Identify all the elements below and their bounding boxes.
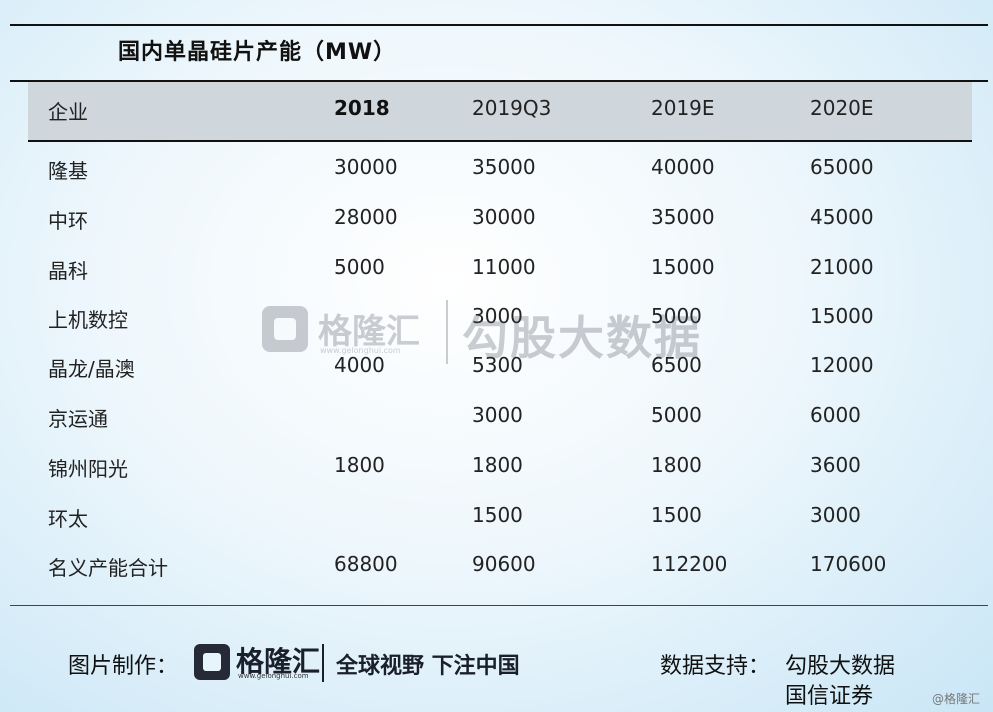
watermark-text: 勾股大数据 — [462, 311, 702, 365]
header-2018: 2018 — [334, 96, 390, 120]
table-row-label: 环太 — [48, 507, 88, 531]
table-cell: 35000 — [472, 155, 536, 179]
table-row-label: 中环 — [48, 209, 88, 233]
table-cell: 170600 — [810, 552, 887, 576]
table-cell: 1800 — [472, 453, 523, 477]
watermark: 格隆汇 www.gelonghui.com 勾股大数据 — [262, 296, 742, 368]
header-2019q3: 2019Q3 — [472, 96, 552, 120]
table-cell: 11000 — [472, 255, 536, 279]
table-cell: 1500 — [472, 503, 523, 527]
header-2019e: 2019E — [651, 96, 715, 120]
source-name-1: 勾股大数据 — [785, 654, 896, 679]
table-row-label: 上机数控 — [48, 308, 128, 332]
table-cell: 1500 — [651, 503, 702, 527]
footer-url: www.gelonghui.com — [238, 672, 309, 680]
table-cell: 28000 — [334, 205, 398, 229]
table-cell: 1800 — [334, 453, 385, 477]
corner-watermark: @格隆汇 — [932, 692, 981, 706]
table-cell: 3000 — [472, 304, 523, 328]
table-cell: 30000 — [334, 155, 398, 179]
title-rule — [10, 80, 988, 82]
table-cell: 3000 — [810, 503, 861, 527]
table-row-label: 晶龙/晶澳 — [48, 357, 135, 381]
table-row-label: 隆基 — [48, 159, 88, 183]
made-by-label: 图片制作： — [68, 654, 179, 679]
table-cell: 45000 — [810, 205, 874, 229]
header-rule — [28, 140, 972, 142]
table-row-label: 锦州阳光 — [48, 457, 128, 481]
gelonghui-logo-icon — [194, 644, 230, 680]
table-cell: 30000 — [472, 205, 536, 229]
bottom-rule — [10, 605, 988, 606]
top-rule — [10, 24, 988, 26]
table-cell: 6000 — [810, 403, 861, 427]
table-cell: 5300 — [472, 353, 523, 377]
table-cell: 112200 — [651, 552, 728, 576]
table-cell: 5000 — [651, 403, 702, 427]
header-2020e: 2020E — [810, 96, 874, 120]
table-row-label: 名义产能合计 — [48, 556, 168, 580]
table-cell: 35000 — [651, 205, 715, 229]
table-cell: 65000 — [810, 155, 874, 179]
table-cell: 3600 — [810, 453, 861, 477]
table-cell: 5000 — [334, 255, 385, 279]
header-company: 企业 — [48, 100, 88, 124]
source-name-2: 国信证券 — [785, 684, 874, 709]
source-label: 数据支持： — [660, 654, 771, 679]
footer-divider — [322, 644, 324, 682]
table-cell: 21000 — [810, 255, 874, 279]
table-cell: 15000 — [810, 304, 874, 328]
table-cell: 68800 — [334, 552, 398, 576]
table-cell: 5000 — [651, 304, 702, 328]
footer-slogan: 全球视野 下注中国 — [336, 654, 520, 679]
table-cell: 3000 — [472, 403, 523, 427]
table-cell: 15000 — [651, 255, 715, 279]
footer-brand: 格隆汇 — [236, 645, 321, 678]
table-row-label: 京运通 — [48, 407, 108, 431]
gelonghui-logo-icon — [262, 306, 308, 352]
table-title: 国内单晶硅片产能（MW） — [118, 40, 397, 65]
table-cell: 1800 — [651, 453, 702, 477]
table-cell: 6500 — [651, 353, 702, 377]
table-header-bar — [28, 82, 972, 140]
watermark-divider — [446, 300, 448, 364]
table-cell: 12000 — [810, 353, 874, 377]
watermark-url: www.gelonghui.com — [320, 346, 401, 355]
table-row-label: 晶科 — [48, 259, 88, 283]
watermark-brand: 格隆汇 — [318, 312, 420, 352]
table-cell: 4000 — [334, 353, 385, 377]
table-cell: 40000 — [651, 155, 715, 179]
table-cell: 90600 — [472, 552, 536, 576]
